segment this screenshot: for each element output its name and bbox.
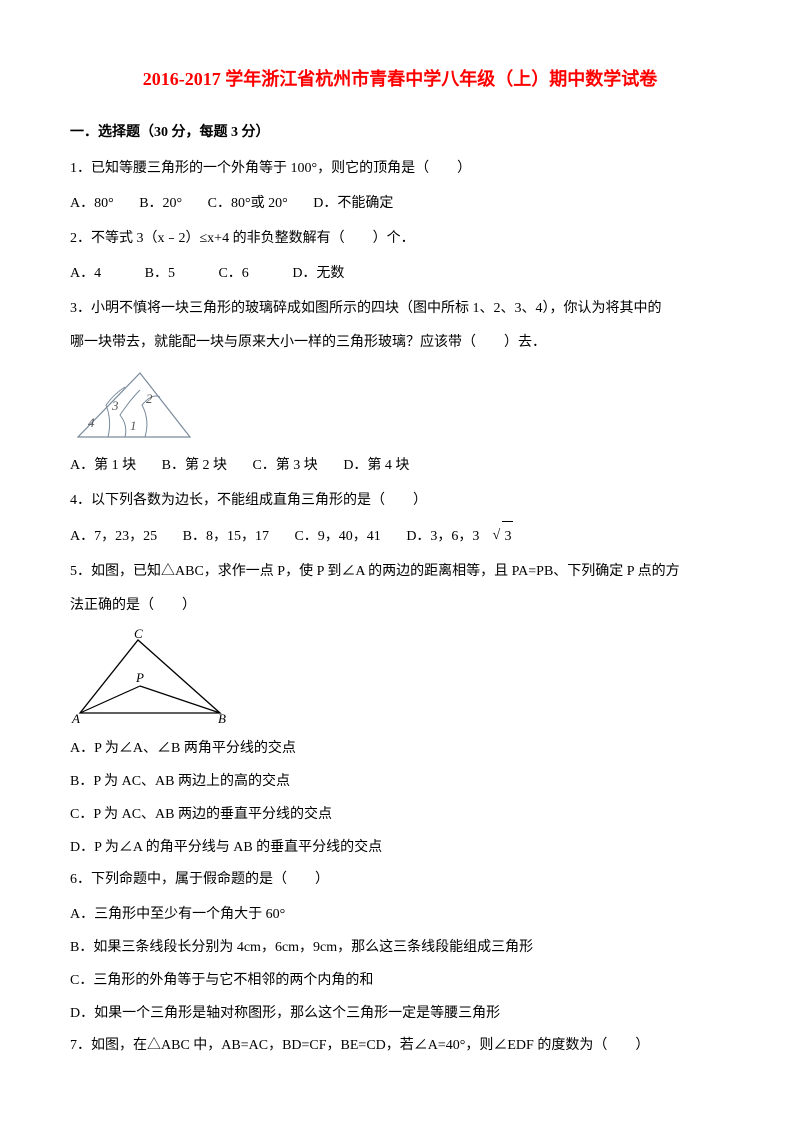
q3-label-3: 3 [111, 398, 119, 413]
page-title: 2016-2017 学年浙江省杭州市青春中学八年级（上）期中数学试卷 [70, 60, 730, 100]
q1-opt-c: C．80°或 20° [208, 196, 288, 211]
q3-label-1: 1 [130, 418, 137, 433]
q5-text-line1: 5．如图，已知△ABC，求作一点 P，使 P 到∠A 的两边的距离相等，且 PA… [70, 557, 730, 588]
q1-opt-a: A．80° [70, 196, 114, 211]
q5-opt-b: B．P 为 AC、AB 两边上的高的交点 [70, 767, 730, 798]
q4-opt-d: D．3，6，33 [406, 529, 535, 544]
q2-opt-d: D．无数 [292, 266, 344, 281]
q3-label-4: 4 [88, 415, 95, 430]
q4-opt-b: B．8，15，17 [183, 529, 269, 544]
q5-label-p: P [135, 670, 144, 685]
q4-opt-a: A．7，23，25 [70, 529, 157, 544]
q2-opt-c: C．6 [218, 266, 248, 281]
q1-options: A．80° B．20° C．80°或 20° D．不能确定 [70, 189, 730, 220]
q6-opt-a: A．三角形中至少有一个角大于 60° [70, 900, 730, 931]
q3-opt-c: C．第 3 块 [252, 458, 317, 473]
q5-text-line2: 法正确的是（ ） [70, 591, 730, 622]
section-header: 一．选择题（30 分，每题 3 分） [70, 118, 730, 149]
q6-opt-d: D．如果一个三角形是轴对称图形，那么这个三角形一定是等腰三角形 [70, 999, 730, 1030]
q6-text: 6．下列命题中，属于假命题的是（ ） [70, 865, 730, 896]
q2-options: A．4 B．5 C．6 D．无数 [70, 259, 730, 290]
q5-label-a: A [71, 711, 80, 726]
q3-opt-d: D．第 4 块 [343, 458, 409, 473]
q1-opt-b: B．20° [139, 196, 182, 211]
q3-text-line2: 哪一块带去，就能配一块与原来大小一样的三角形玻璃？应该带（ ）去． [70, 328, 730, 359]
q5-label-c: C [134, 628, 143, 641]
q1-opt-d: D．不能确定 [313, 196, 393, 211]
q5-opt-c: C．P 为 AC、AB 两边的垂直平分线的交点 [70, 800, 730, 831]
q3-text-line1: 3．小明不慎将一块三角形的玻璃碎成如图所示的四块（图中所标 1、2、3、4），你… [70, 294, 730, 325]
q2-text: 2．不等式 3（x﹣2）≤x+4 的非负整数解有（ ）个． [70, 224, 730, 255]
q2-opt-b: B．5 [145, 266, 175, 281]
q5-label-b: B [218, 711, 226, 726]
q6-opt-c: C．三角形的外角等于与它不相邻的两个内角的和 [70, 966, 730, 997]
q1-text: 1．已知等腰三角形的一个外角等于 100°，则它的顶角是（ ） [70, 154, 730, 185]
sqrt-icon: 3 [502, 521, 513, 553]
q7-text: 7．如图，在△ABC 中，AB=AC，BD=CF，BE=CD，若∠A=40°，则… [70, 1031, 730, 1062]
q4-text: 4．以下列各数为边长，不能组成直角三角形的是（ ） [70, 486, 730, 517]
q3-label-2: 2 [146, 391, 153, 406]
q2-opt-a: A．4 [70, 266, 101, 281]
q5-opt-d: D．P 为∠A 的角平分线与 AB 的垂直平分线的交点 [70, 833, 730, 864]
q3-figure: 4 3 1 2 [70, 365, 730, 445]
q4-opt-c: C．9，40，41 [294, 529, 380, 544]
q5-figure: A B C P [70, 628, 730, 728]
q3-options: A．第 1 块 B．第 2 块 C．第 3 块 D．第 4 块 [70, 451, 730, 482]
q6-opt-b: B．如果三条线段长分别为 4cm，6cm，9cm，那么这三条线段能组成三角形 [70, 933, 730, 964]
q4-options: A．7，23，25 B．8，15，17 C．9，40，41 D．3，6，33 [70, 521, 730, 553]
q3-opt-a: A．第 1 块 [70, 458, 136, 473]
q3-opt-b: B．第 2 块 [162, 458, 227, 473]
q5-opt-a: A．P 为∠A、∠B 两角平分线的交点 [70, 734, 730, 765]
